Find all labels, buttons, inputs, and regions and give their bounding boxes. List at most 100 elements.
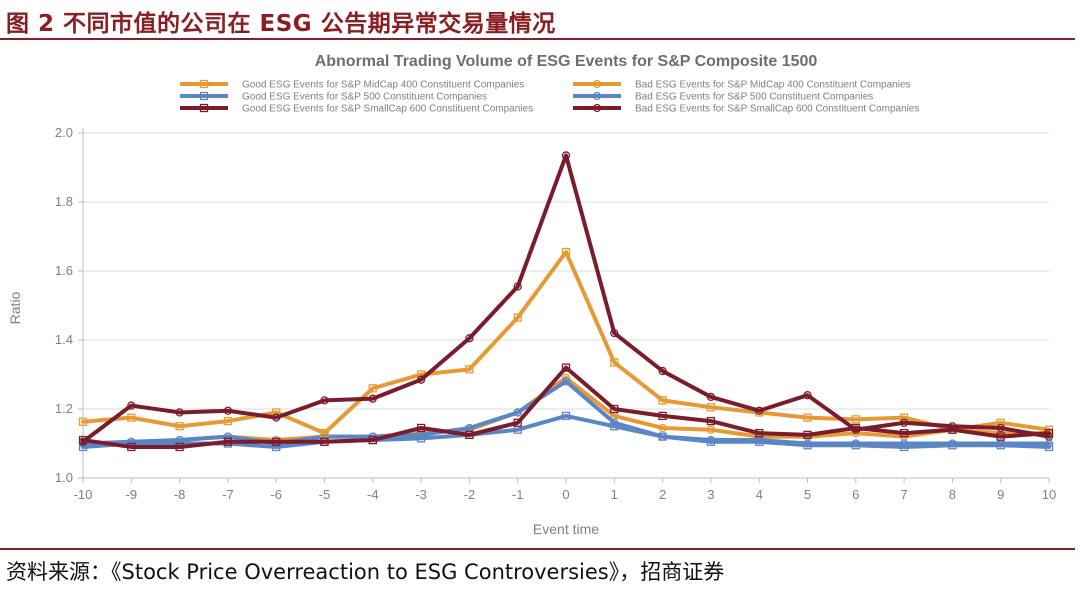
data-point (851, 441, 860, 450)
series-line (81, 413, 1051, 449)
data-point (272, 413, 281, 422)
data-point (948, 422, 957, 431)
data-point (755, 437, 764, 446)
data-point (78, 417, 88, 426)
legend-item: Good ESG Events for S&P MidCap 400 Const… (180, 80, 524, 91)
legend-marker (199, 103, 209, 113)
data-point (706, 403, 716, 412)
data-point (948, 441, 957, 450)
legend-item: Good ESG Events for S&P 500 Constituent … (180, 92, 487, 103)
x-tick-label: -3 (415, 487, 427, 502)
data-point (610, 422, 619, 431)
data-point (465, 334, 474, 343)
data-point (996, 432, 1005, 441)
data-point (320, 428, 329, 438)
data-point (610, 404, 619, 414)
data-point (223, 437, 233, 446)
legend-marker (592, 103, 602, 113)
data-point (658, 411, 667, 421)
data-point (803, 430, 812, 440)
legend-label: Good ESG Events for S&P SmallCap 600 Con… (242, 104, 533, 115)
x-tick-label: -6 (270, 487, 282, 502)
y-tick-label: 1.6 (55, 263, 73, 278)
data-point (416, 434, 426, 443)
x-tick-label: 5 (804, 487, 811, 502)
data-point (755, 428, 764, 438)
data-point (658, 432, 667, 441)
x-tick-label: 6 (852, 487, 859, 502)
series-line (81, 365, 1051, 449)
data-point (610, 328, 619, 338)
y-tick-label: 1.8 (55, 194, 73, 209)
x-tick-label: -1 (512, 487, 524, 502)
x-tick-label: -8 (174, 487, 186, 502)
y-tick-label: 1.0 (55, 470, 73, 485)
chart-legend: Good ESG Events for S&P MidCap 400 Const… (180, 80, 919, 115)
data-point (513, 408, 522, 417)
x-tick-label: 4 (756, 487, 763, 502)
legend-marker (199, 79, 209, 89)
legend-item: Bad ESG Events for S&P 500 Constituent C… (573, 92, 873, 103)
data-point (513, 282, 522, 291)
abnormal-volume-chart: Abnormal Trading Volume of ESG Events fo… (7, 53, 1056, 537)
legend-item: Bad ESG Events for S&P MidCap 400 Consti… (573, 80, 911, 91)
series-line (81, 153, 1051, 444)
x-tick-label: -9 (126, 487, 138, 502)
data-point (899, 418, 909, 427)
data-point (706, 437, 716, 446)
chart-title: Abnormal Trading Volume of ESG Events fo… (315, 53, 818, 70)
data-point (658, 423, 667, 433)
series-line (81, 250, 1051, 436)
data-point (561, 411, 571, 421)
data-point (175, 442, 184, 452)
data-point (175, 422, 184, 431)
series-4 (78, 363, 1054, 452)
chart-grid (83, 132, 1049, 410)
y-axis-label: Ratio (7, 291, 23, 324)
data-point (658, 366, 667, 376)
data-point (513, 313, 522, 322)
x-tick-label: 3 (707, 487, 714, 502)
data-point (561, 363, 571, 372)
data-point (513, 418, 522, 427)
data-point (851, 415, 860, 424)
legend-marker (592, 91, 602, 101)
data-point (803, 391, 812, 400)
legend-label: Bad ESG Events for S&P MidCap 400 Consti… (635, 80, 911, 91)
data-point (320, 396, 329, 405)
data-point (561, 151, 571, 160)
data-point (78, 437, 88, 446)
data-point (175, 408, 184, 417)
x-tick-label: 10 (1042, 487, 1056, 502)
data-point (899, 442, 909, 452)
data-point (996, 423, 1005, 433)
data-point (1044, 442, 1054, 452)
legend-item: Good ESG Events for S&P SmallCap 600 Con… (180, 104, 533, 115)
data-point (416, 423, 426, 433)
data-point (610, 358, 619, 367)
data-point (803, 413, 812, 422)
data-point (320, 437, 329, 446)
data-point (803, 441, 812, 450)
y-tick-label: 1.4 (55, 332, 73, 347)
x-tick-label: -5 (319, 487, 331, 502)
source-note: 资料来源：《Stock Price Overreaction to ESG Co… (6, 560, 725, 584)
chart-series (78, 151, 1054, 452)
legend-label: Bad ESG Events for S&P 500 Constituent C… (635, 92, 873, 103)
x-tick-label: -2 (464, 487, 476, 502)
figure-title: 图 2 不同市值的公司在 ESG 公告期异常交易量情况 (6, 11, 556, 37)
data-point (465, 365, 474, 374)
data-point (561, 247, 571, 257)
x-tick-label: -4 (367, 487, 379, 502)
y-tick-label: 2.0 (55, 125, 73, 140)
legend-label: Good ESG Events for S&P 500 Constituent … (242, 92, 487, 103)
x-tick-label: 8 (949, 487, 956, 502)
legend-marker (199, 91, 209, 101)
legend-label: Good ESG Events for S&P MidCap 400 Const… (242, 80, 524, 91)
x-tick-label: -10 (74, 487, 93, 502)
data-point (561, 377, 571, 386)
data-point (368, 394, 377, 403)
series-line (81, 379, 1051, 446)
data-point (127, 413, 136, 422)
footer-rule (0, 548, 1075, 550)
